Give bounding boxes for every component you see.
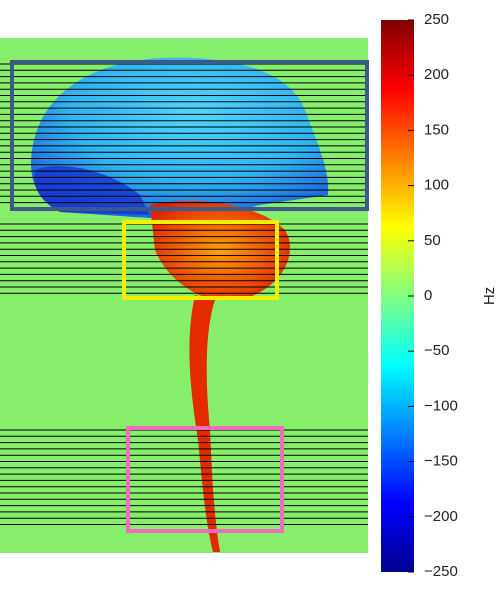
colorbar-label: Hz: [481, 287, 498, 305]
tick-label: −150: [424, 453, 458, 470]
tick-label: 100: [424, 177, 449, 194]
tick-label: 50: [424, 232, 441, 249]
tick-label: 250: [424, 11, 449, 28]
tick-label: 200: [424, 66, 449, 83]
tick-label: 0: [424, 287, 432, 304]
tick-label: −250: [424, 563, 458, 580]
tick-label: −200: [424, 508, 458, 525]
tick-label: 150: [424, 121, 449, 138]
tick-label: −50: [424, 342, 449, 359]
field-map: [0, 38, 369, 553]
tick-label: −100: [424, 397, 458, 414]
